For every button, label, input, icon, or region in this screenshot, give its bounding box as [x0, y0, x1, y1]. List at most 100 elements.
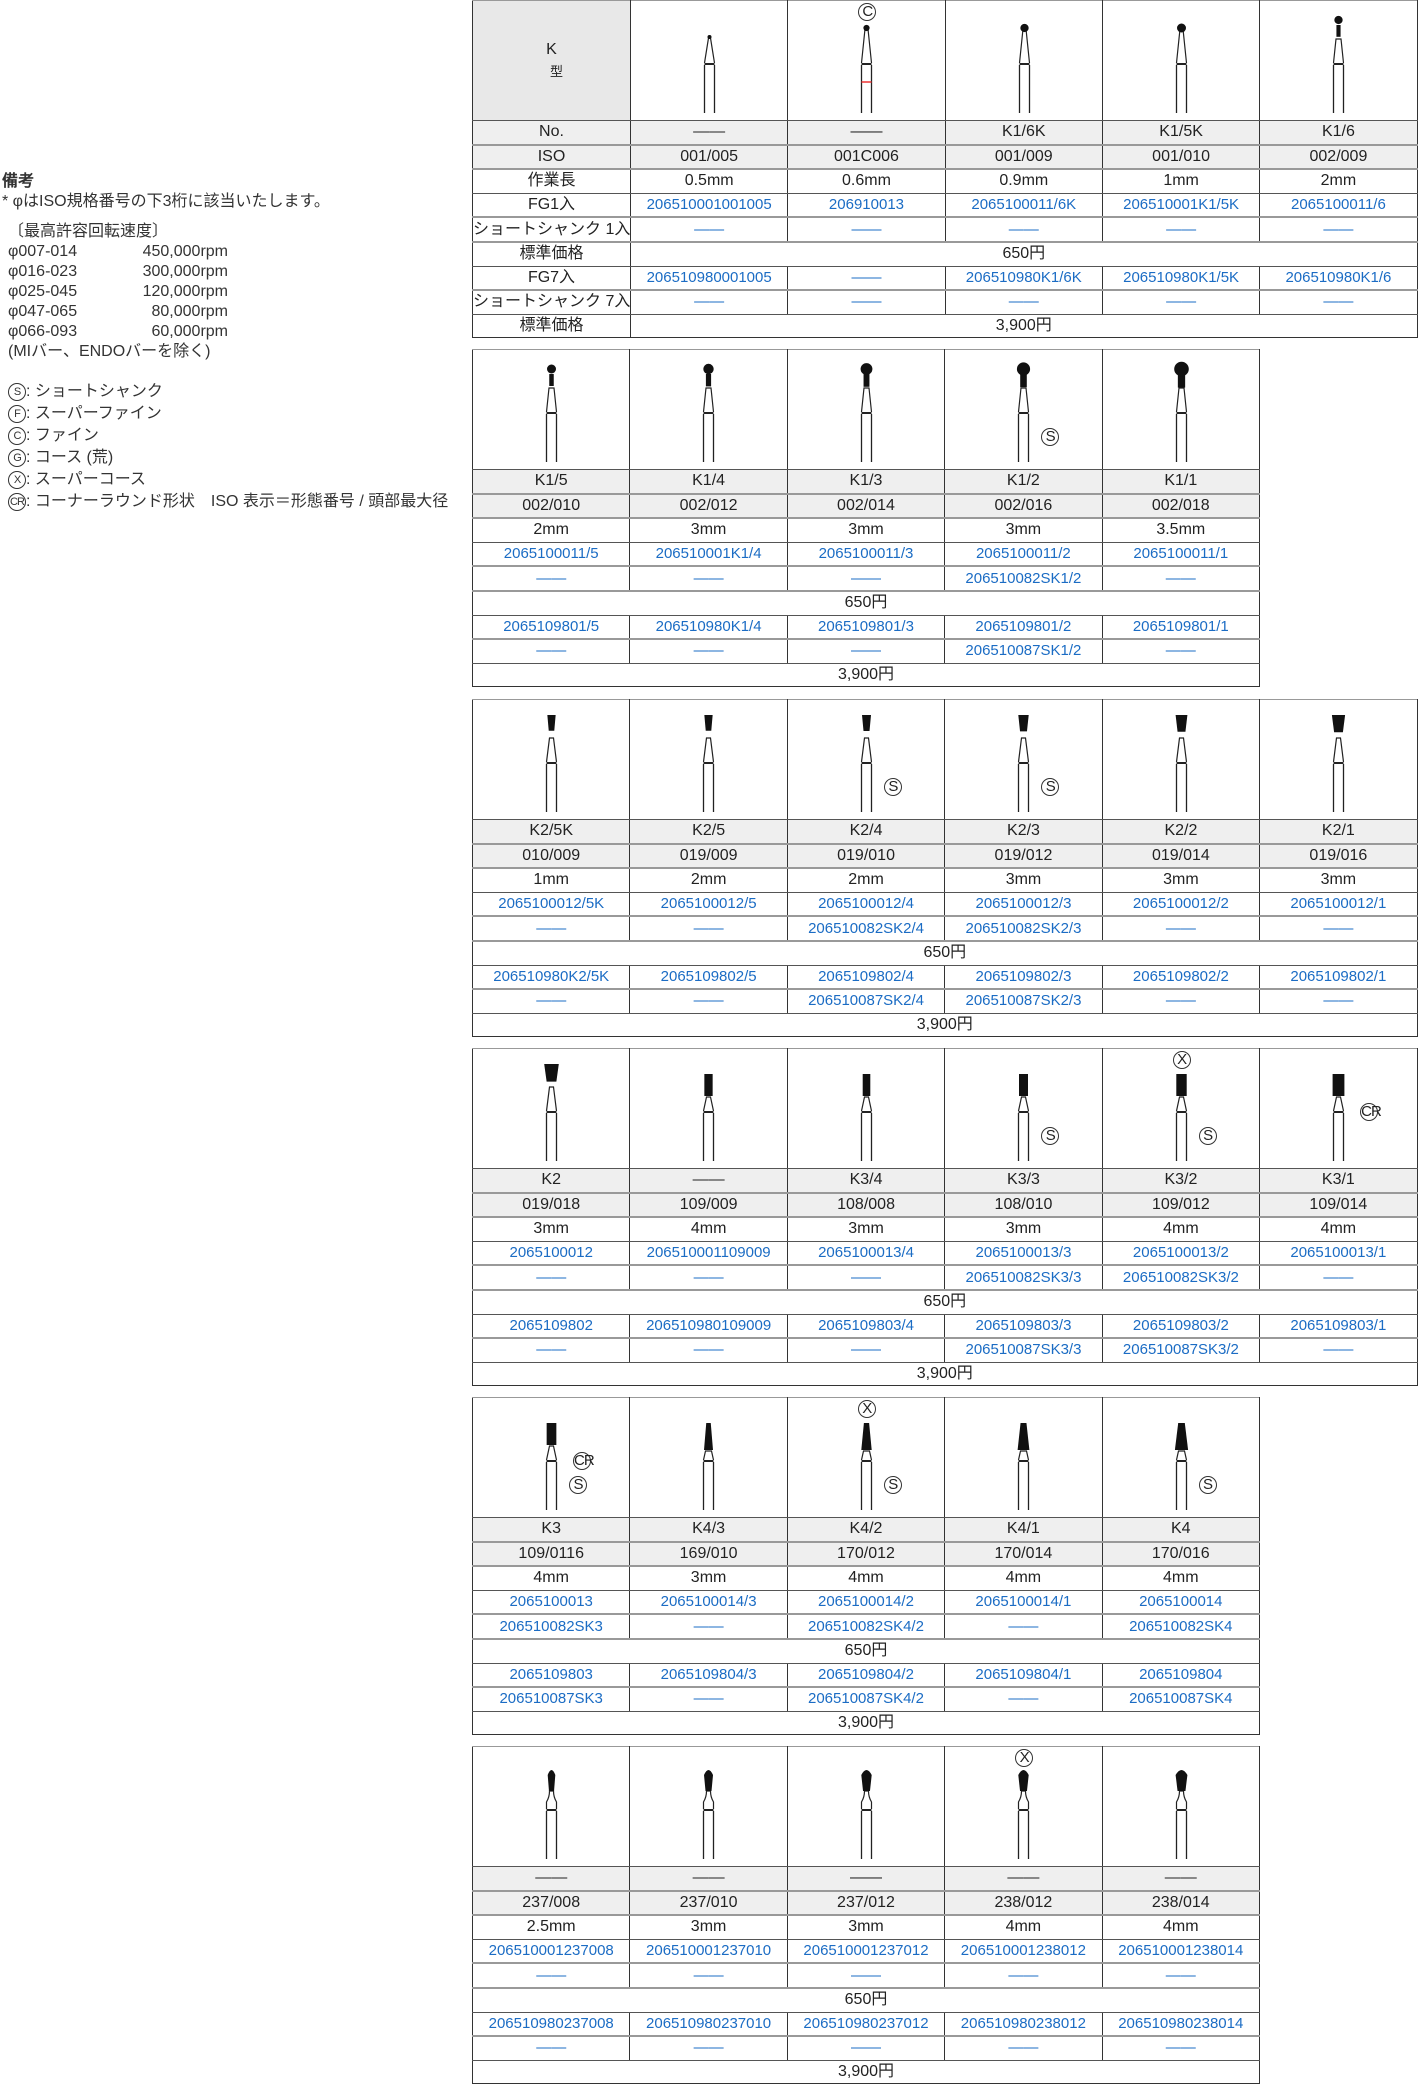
cell-ss1: 206510082SK1/2: [944, 566, 1103, 592]
cell-iso: 019/018: [471, 1192, 631, 1219]
burr-image-cell: [944, 1397, 1103, 1518]
cell-fg1: 206510001K1/5K: [1101, 193, 1261, 219]
burr-illustration: [1017, 362, 1031, 462]
notes-title: 備考: [2, 173, 35, 190]
burr-illustration: [860, 715, 872, 812]
price-price7: 3,900円: [630, 314, 1418, 339]
cell-fg1: 206910013: [787, 193, 946, 219]
cell-ss7: ——: [629, 989, 788, 1014]
cell-fg1: 2065100012/1: [1259, 892, 1418, 918]
cell-length: 4mm: [1101, 1217, 1261, 1242]
row-label-fg1: FG1入: [472, 193, 631, 219]
symbol-s-icon: S: [883, 778, 902, 796]
symbol-cr-icon: CR: [8, 492, 26, 511]
cell-ss7: 206510087SK3/2: [1101, 1338, 1261, 1363]
cell-fg1: 2065100012: [471, 1241, 631, 1267]
cell-ss1: 206510082SK4/2: [786, 1614, 946, 1640]
cell-iso: 002/018: [1101, 493, 1261, 520]
price-price1: 650円: [472, 1638, 1260, 1664]
burr-illustration: [1175, 715, 1188, 812]
burr-illustration: [860, 1770, 872, 1859]
burr-table: K 型 C No. —— —— K1/6K K1/5K K1/6 ISO 001/005 001C00…: [472, 0, 1418, 339]
cell-ss7: ——: [1101, 290, 1261, 315]
cell-length: 3mm: [629, 1566, 788, 1591]
burr-illustration: [703, 363, 715, 462]
cell-no: K2/2: [1101, 819, 1261, 845]
cell-length: 2mm: [1259, 169, 1418, 194]
cell-ss7: ——: [1259, 1338, 1418, 1363]
cell-length: 2.5mm: [471, 1915, 631, 1940]
cell-ss7: ——: [1101, 989, 1261, 1014]
burr-illustration: [860, 363, 873, 462]
cell-ss7: ——: [629, 2036, 788, 2061]
burr-image-cell: [1101, 349, 1261, 470]
cell-ss7: ——: [944, 1687, 1103, 1712]
cell-ss7: ——: [1259, 290, 1418, 315]
cell-length: 1mm: [1101, 169, 1261, 194]
type-kata: 型: [549, 63, 563, 79]
cell-ss1: ——: [786, 1265, 946, 1291]
symbol-s-icon: S: [569, 1476, 587, 1494]
burr-image-cell: [629, 1397, 788, 1518]
burr-table: CR S X S S K3 K4/3 K4/2 K4/1 K4 109/0116 169/010 170…: [471, 1397, 1261, 1736]
cell-fg1: 2065100013: [471, 1590, 631, 1616]
cell-ss7: 206510087SK2/3: [944, 989, 1103, 1014]
price-price7: 3,900円: [472, 2060, 1260, 2084]
cell-length: 2mm: [471, 518, 631, 543]
cell-fg7: 206510980237012: [786, 2012, 946, 2038]
burr-illustration: [544, 1064, 559, 1161]
speed-title: 〔最高許容回転速度〕: [8, 223, 169, 240]
cell-ss1: ——: [471, 916, 631, 942]
burr-illustration: [860, 1423, 872, 1510]
cell-ss7: ——: [786, 2036, 946, 2061]
cell-iso: 170/016: [1101, 1541, 1261, 1568]
cell-no: ——: [629, 120, 789, 146]
burr-image-cell: [786, 1048, 946, 1169]
cell-fg7: 2065109803: [471, 1663, 631, 1689]
symbol-x-icon: X: [1015, 1749, 1034, 1767]
cell-length: 0.9mm: [944, 169, 1103, 194]
cell-no: K1/5: [471, 469, 631, 495]
notes-panel: 備考 * φはISO規格番号の下3桁に該当いたします。 〔最高許容回転速度〕 φ…: [2, 172, 448, 514]
cell-iso: 169/010: [629, 1541, 788, 1568]
burr-illustration: [545, 715, 558, 812]
cell-iso: 108/008: [786, 1192, 946, 1219]
burr-image-cell: [1101, 0, 1261, 121]
cell-ss1: ——: [1259, 916, 1418, 942]
cell-iso: 109/014: [1259, 1192, 1418, 1219]
cell-ss1: ——: [944, 1963, 1103, 1989]
cell-length: 3mm: [786, 518, 946, 543]
burr-image-cell: S: [786, 699, 946, 820]
cell-ss7: ——: [629, 1687, 788, 1712]
row-label-price1: 標準価格: [472, 241, 631, 267]
burr-illustration: [1174, 1423, 1188, 1510]
cell-length: 3mm: [471, 1217, 631, 1242]
price-price7: 3,900円: [472, 663, 1260, 688]
cell-ss7: ——: [1101, 639, 1261, 664]
burr-image-cell: [629, 699, 788, 820]
cell-fg1: 206510001237012: [786, 1939, 946, 1965]
cell-ss7: ——: [944, 290, 1103, 315]
cell-fg1: 2065100012/3: [944, 892, 1103, 918]
cell-ss7: 206510087SK1/2: [944, 639, 1103, 664]
symbol-g-icon: G: [8, 448, 26, 467]
burr-illustration: [1018, 715, 1030, 812]
burr-illustration: [703, 1074, 715, 1161]
speed-row: φ025-045 120,000rpm: [2, 282, 448, 302]
cell-no: K1/6: [1259, 120, 1418, 146]
burr-image-cell: CR S: [471, 1397, 631, 1518]
legend-text: : ショートシャンク: [26, 383, 163, 400]
cell-no: ——: [471, 1866, 631, 1892]
cell-length: 3mm: [786, 1217, 946, 1242]
burr-illustration: [1017, 1423, 1030, 1510]
cell-fg1: 206510001238014: [1101, 1939, 1261, 1965]
cell-length: 3mm: [944, 1217, 1103, 1242]
legend-item: C: ファイン: [2, 426, 448, 446]
cell-length: 3.5mm: [1101, 518, 1261, 543]
cell-ss1: 206510082SK3: [471, 1614, 631, 1640]
cell-fg1: 206510001K1/4: [629, 542, 788, 568]
cell-ss1: ——: [629, 566, 788, 592]
cell-ss7: ——: [1101, 2036, 1261, 2061]
cell-ss7: ——: [471, 989, 631, 1014]
